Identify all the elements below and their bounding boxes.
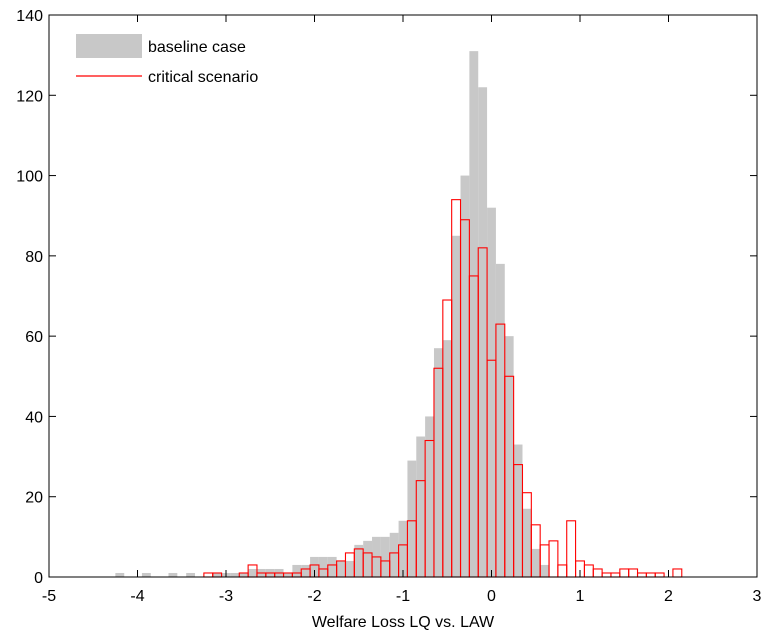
axis-ticks xyxy=(48,14,758,578)
baseline-bar xyxy=(478,87,488,577)
baseline-bar xyxy=(230,572,240,577)
legend: baseline case critical scenario xyxy=(76,34,258,86)
y-tick-label: 0 xyxy=(34,570,43,587)
y-tick-labels: 0 20 40 60 80 100 120 140 xyxy=(16,8,43,587)
x-tick-label: 2 xyxy=(664,588,673,605)
baseline-bar xyxy=(363,540,373,577)
x-tick-label: -3 xyxy=(219,588,233,605)
baseline-bar xyxy=(310,556,319,577)
baseline-bar xyxy=(442,340,452,577)
y-tick-label: 120 xyxy=(16,88,43,105)
y-tick-label: 20 xyxy=(25,490,43,507)
x-tick-labels: -5 -4 -3 -2 -1 0 1 2 3 xyxy=(42,588,762,605)
x-axis-title: Welfare Loss LQ vs. LAW xyxy=(312,614,495,631)
baseline-bar xyxy=(141,572,151,577)
baseline-bar xyxy=(522,508,532,577)
baseline-bar xyxy=(407,460,417,577)
x-tick-label: -1 xyxy=(396,588,410,605)
baseline-bar xyxy=(186,572,196,577)
baseline-bar xyxy=(345,560,355,577)
baseline-bar xyxy=(115,572,125,577)
baseline-bar xyxy=(398,520,408,577)
baseline-bar xyxy=(354,544,364,577)
y-tick-label: 40 xyxy=(25,409,43,426)
x-tick-label: -2 xyxy=(307,588,321,605)
baseline-bar xyxy=(487,207,496,577)
baseline-bar xyxy=(504,336,514,577)
baseline-bar xyxy=(327,556,337,577)
baseline-bar xyxy=(540,564,550,577)
legend-label-baseline: baseline case xyxy=(148,39,246,56)
x-tick-label: -5 xyxy=(42,588,56,605)
baseline-bar xyxy=(460,175,470,578)
baseline-bar xyxy=(168,572,178,577)
baseline-bar xyxy=(469,51,479,578)
y-tick-label: 60 xyxy=(25,329,43,346)
y-tick-label: 140 xyxy=(16,8,43,25)
x-tick-label: 0 xyxy=(487,588,496,605)
legend-swatch-baseline xyxy=(76,34,142,58)
baseline-bar xyxy=(433,348,443,577)
x-tick-label: -4 xyxy=(130,588,144,605)
baseline-bar xyxy=(239,572,249,577)
legend-label-critical: critical scenario xyxy=(148,69,258,86)
baseline-bar xyxy=(389,532,399,577)
baseline-bar xyxy=(495,263,505,577)
baseline-bar xyxy=(212,572,222,577)
baseline-bar xyxy=(425,416,434,577)
x-tick-label: 3 xyxy=(753,588,762,605)
baseline-bar xyxy=(283,572,293,577)
baseline-bar xyxy=(416,436,426,577)
y-tick-label: 100 xyxy=(16,169,43,186)
baseline-bar xyxy=(318,556,328,577)
baseline-bar xyxy=(380,536,390,577)
baseline-bar xyxy=(513,444,523,577)
x-tick-label: 1 xyxy=(576,588,585,605)
baseline-bar xyxy=(301,564,311,577)
baseline-bar xyxy=(531,548,541,577)
baseline-bar xyxy=(336,560,346,577)
y-tick-label: 80 xyxy=(25,249,43,266)
baseline-bars xyxy=(115,51,550,578)
baseline-bar xyxy=(292,564,302,577)
baseline-bar xyxy=(248,568,257,577)
baseline-bar xyxy=(451,235,461,578)
